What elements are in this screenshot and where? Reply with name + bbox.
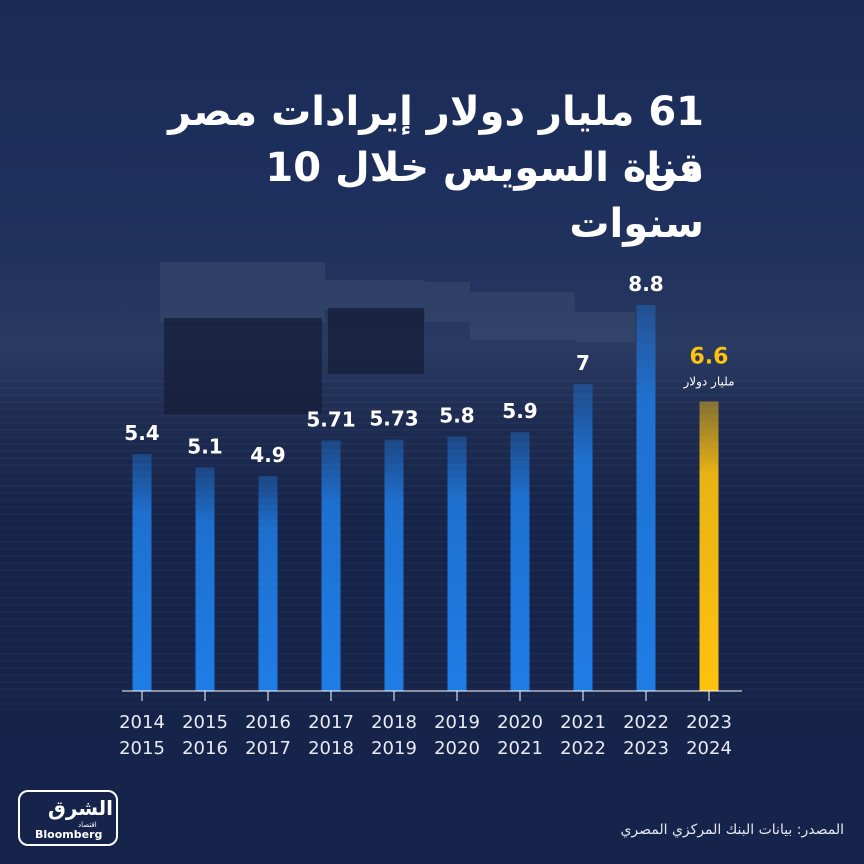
bar-value-label: 5.71 [306,408,355,432]
x-tick-label: 2019 [434,712,480,733]
x-tick-label: 2021 [497,738,543,759]
x-tick-label: 2015 [182,712,228,733]
ship-silhouette [425,282,470,322]
logo-frame [18,790,118,846]
x-tick-label: 2020 [434,738,480,759]
chart-title-line-2: قناة السويس خلال 10 سنوات [265,145,704,247]
bar [510,432,530,691]
x-tick-label: 2024 [686,738,732,759]
bar-value-label: 5.4 [124,421,159,445]
x-tick-label: 2018 [371,712,417,733]
x-tick-label: 2023 [686,712,732,733]
bar-value-label: 4.9 [250,443,285,467]
bar [132,454,152,691]
logo-sub-text: اقتصاد [78,821,97,829]
x-tick-label: 2016 [245,712,291,733]
bar [636,305,656,691]
bar-value-label: 5.73 [369,407,418,431]
bar-value-label: 7 [576,351,590,375]
x-tick-label: 2014 [119,712,165,733]
chart-title-line-1: 61 مليار دولار إيرادات مصر من [168,89,704,191]
bar [447,436,467,691]
ship-silhouette [470,292,575,340]
x-tick-label: 2018 [308,738,354,759]
x-tick-label: 2023 [623,738,669,759]
logo-main-text: الشرق [48,796,114,820]
bar-value-label: 5.8 [439,404,474,428]
ship-silhouette [575,312,635,342]
asharq-bloomberg-logo: الشرق اقتصاد Bloomberg [18,790,118,846]
x-tick-label: 2021 [560,712,606,733]
x-tick-label: 2020 [497,712,543,733]
bar [384,439,404,691]
bar-value-label: 8.8 [628,272,663,296]
bar [258,476,278,691]
ship-silhouette [160,262,325,322]
ship-hull [164,318,322,414]
bar [573,383,593,691]
x-tick-label: 2017 [308,712,354,733]
x-tick-label: 2022 [560,738,606,759]
bar-highlight [699,401,719,691]
ship-hull [328,308,424,374]
bar-value-label: 5.9 [502,399,537,423]
bar [195,467,215,691]
x-tick-label: 2015 [119,738,165,759]
highlight-unit-label: مليار دولار [682,375,734,390]
logo-partner-text: Bloomberg [35,828,103,841]
ship-silhouette [325,280,425,310]
source-note: المصدر: بيانات البنك المركزي المصري [620,822,844,838]
bar-value-label: 5.1 [187,434,222,458]
x-tick-label: 2019 [371,738,417,759]
x-tick-label: 2017 [245,738,291,759]
x-tick-label: 2016 [182,738,228,759]
bar [321,440,341,691]
x-tick-label: 2022 [623,712,669,733]
bar-value-label: 6.6 [690,345,729,370]
